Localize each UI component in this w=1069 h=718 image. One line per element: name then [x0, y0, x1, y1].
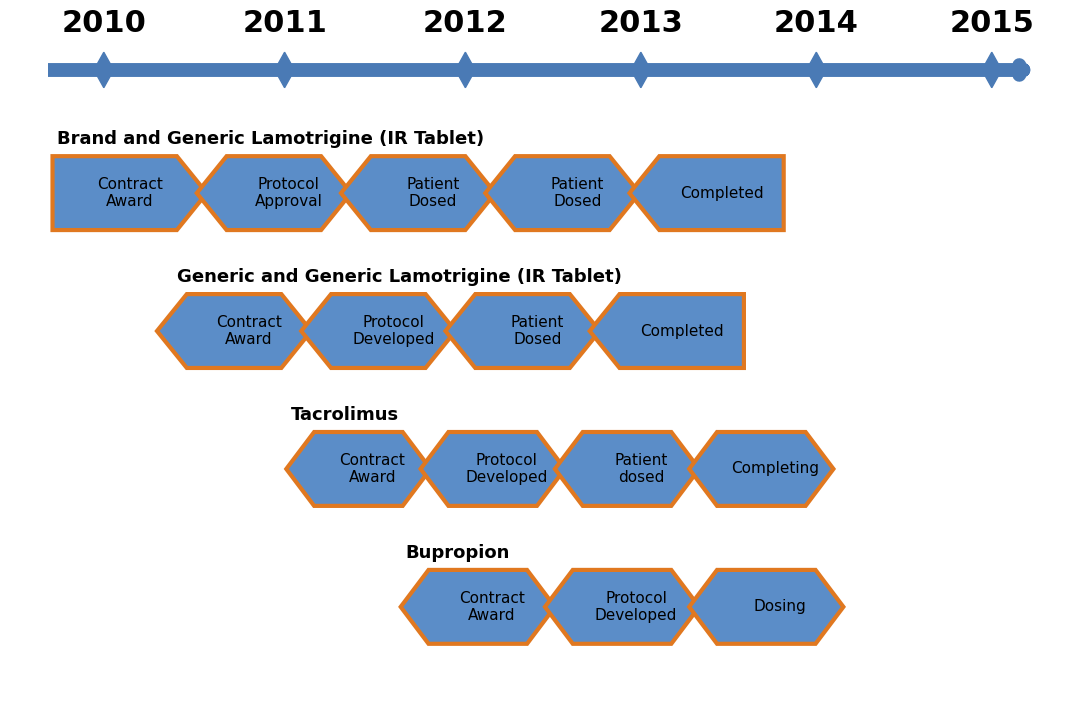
Text: Patient
dosed: Patient dosed — [615, 453, 668, 485]
Polygon shape — [555, 432, 699, 506]
Text: Patient
Dosed: Patient Dosed — [406, 177, 460, 210]
Text: Patient
Dosed: Patient Dosed — [511, 314, 564, 348]
Polygon shape — [157, 294, 311, 368]
Polygon shape — [455, 52, 476, 88]
Polygon shape — [446, 294, 600, 368]
Polygon shape — [690, 432, 834, 506]
Polygon shape — [401, 570, 555, 644]
Polygon shape — [197, 157, 351, 230]
Polygon shape — [420, 432, 564, 506]
Polygon shape — [630, 157, 784, 230]
Polygon shape — [690, 570, 843, 644]
Polygon shape — [590, 294, 744, 368]
Polygon shape — [982, 52, 1002, 88]
Polygon shape — [806, 52, 826, 88]
Polygon shape — [631, 52, 651, 88]
Text: Bupropion: Bupropion — [405, 544, 510, 561]
Polygon shape — [485, 157, 639, 230]
Text: Protocol
Developed: Protocol Developed — [594, 591, 677, 623]
Text: Protocol
Developed: Protocol Developed — [465, 453, 547, 485]
Text: Generic and Generic Lamotrigine (IR Tablet): Generic and Generic Lamotrigine (IR Tabl… — [176, 268, 622, 286]
Text: Contract
Award: Contract Award — [459, 591, 525, 623]
Text: 2011: 2011 — [243, 9, 327, 39]
Polygon shape — [275, 52, 294, 88]
Text: Dosing: Dosing — [754, 600, 807, 615]
Text: Tacrolimus: Tacrolimus — [291, 406, 400, 424]
Polygon shape — [301, 294, 455, 368]
Text: Contract
Award: Contract Award — [96, 177, 162, 210]
Text: Brand and Generic Lamotrigine (IR Tablet): Brand and Generic Lamotrigine (IR Tablet… — [58, 130, 484, 148]
Text: 2010: 2010 — [61, 9, 146, 39]
Text: Contract
Award: Contract Award — [340, 453, 405, 485]
Text: Protocol
Developed: Protocol Developed — [352, 314, 434, 348]
Text: Completed: Completed — [680, 186, 763, 200]
Polygon shape — [545, 570, 699, 644]
Text: 2012: 2012 — [423, 9, 508, 39]
Text: Contract
Award: Contract Award — [216, 314, 282, 348]
Polygon shape — [52, 157, 206, 230]
Text: Completing: Completing — [731, 462, 819, 477]
Polygon shape — [286, 432, 431, 506]
Text: Patient
Dosed: Patient Dosed — [551, 177, 604, 210]
Text: 2015: 2015 — [949, 9, 1034, 39]
Text: 2013: 2013 — [599, 9, 683, 39]
Polygon shape — [94, 52, 113, 88]
Text: 2014: 2014 — [774, 9, 858, 39]
Text: Protocol
Approval: Protocol Approval — [254, 177, 323, 210]
Polygon shape — [341, 157, 495, 230]
Text: Completed: Completed — [640, 324, 724, 338]
